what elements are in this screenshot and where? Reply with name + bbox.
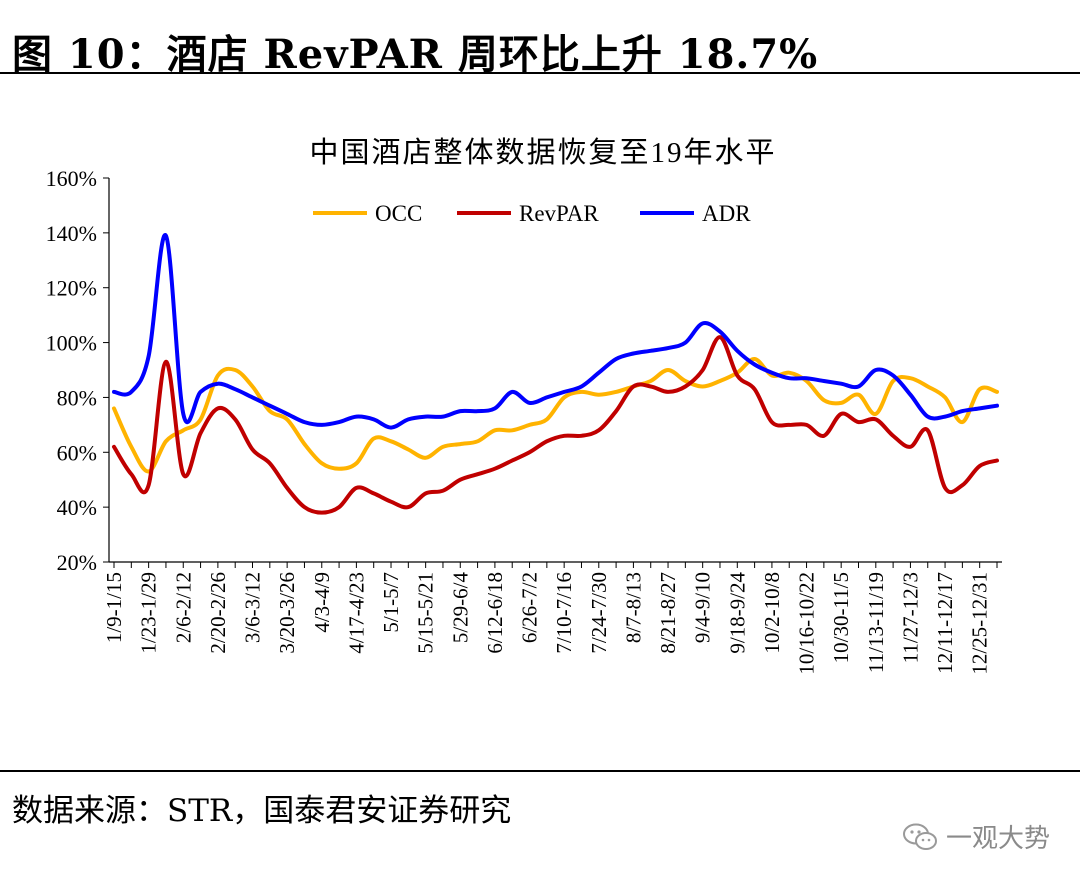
x-tick-label: 3/6-3/12 bbox=[241, 572, 265, 643]
x-tick-label: 3/20-3/26 bbox=[275, 572, 299, 654]
y-tick-label: 20% bbox=[57, 550, 97, 575]
x-tick-label: 2/6-2/12 bbox=[171, 572, 195, 643]
x-tick-label: 11/27-12/3 bbox=[898, 572, 922, 663]
series-line-revpar bbox=[112, 335, 999, 515]
chart-title: 中国酒店整体数据恢复至19年水平 bbox=[309, 136, 776, 169]
x-tick-label: 12/11-12/17 bbox=[933, 572, 957, 674]
y-tick-label: 80% bbox=[57, 385, 97, 410]
y-tick-label: 100% bbox=[46, 331, 97, 356]
x-tick-label: 6/26-7/2 bbox=[518, 572, 542, 643]
x-tick-label: 8/7-8/13 bbox=[621, 572, 645, 643]
y-tick-label: 60% bbox=[57, 440, 97, 465]
x-tick-label: 7/24-7/30 bbox=[587, 572, 611, 654]
x-tick-label: 4/3-4/9 bbox=[310, 572, 334, 633]
x-tick-label: 8/21-8/27 bbox=[656, 572, 680, 654]
legend-label-occ: OCC bbox=[375, 201, 422, 226]
y-tick-label: 160% bbox=[46, 166, 97, 191]
x-tick-label: 9/4-9/10 bbox=[691, 572, 715, 643]
y-tick-label: 120% bbox=[46, 276, 97, 301]
x-tick-label: 11/13-11/19 bbox=[864, 572, 888, 673]
x-tick-label: 10/16-10/22 bbox=[795, 572, 819, 675]
y-tick-label: 40% bbox=[57, 495, 97, 520]
watermark-text: 一观大势 bbox=[945, 824, 1050, 854]
x-tick-label: 5/15-5/21 bbox=[414, 572, 438, 654]
x-tick-label: 7/10-7/16 bbox=[552, 572, 576, 654]
x-tick-label: 9/18-9/24 bbox=[725, 572, 749, 654]
x-tick-label: 12/25-12/31 bbox=[968, 572, 992, 675]
wechat-icon bbox=[902, 823, 937, 850]
x-tick-label: 4/17-4/23 bbox=[344, 572, 368, 654]
figure-title: 图 10：酒店 RevPAR 周环比上升 18.7% bbox=[12, 31, 819, 78]
x-tick-label: 5/1-5/7 bbox=[379, 572, 403, 633]
series-layer bbox=[112, 233, 999, 515]
title-rule bbox=[0, 72, 1080, 74]
x-tick-label: 10/2-10/8 bbox=[760, 572, 784, 654]
x-tick-label: 5/29-6/4 bbox=[448, 572, 472, 644]
source-rule bbox=[0, 770, 1080, 772]
y-tick-label: 140% bbox=[46, 221, 97, 246]
chart-legend: OCC RevPAR ADR bbox=[313, 201, 751, 226]
x-tick-label: 10/30-11/5 bbox=[829, 572, 853, 663]
series-line-occ bbox=[112, 357, 999, 474]
source-note: 数据来源：STR，国泰君安证券研究 bbox=[12, 793, 512, 829]
x-tick-label: 2/20-2/26 bbox=[206, 572, 230, 654]
legend-label-revpar: RevPAR bbox=[519, 201, 599, 226]
watermark: 一观大势 bbox=[902, 818, 1050, 855]
line-chart: 中国酒店整体数据恢复至19年水平 20% 40% 60% 80% 100% 120% 140… bbox=[46, 136, 1002, 675]
x-tick-label: 1/23-1/29 bbox=[137, 572, 161, 654]
x-tick-label: 6/12-6/18 bbox=[483, 572, 507, 654]
legend-label-adr: ADR bbox=[702, 201, 751, 226]
chart-axes: 20% 40% 60% 80% 100% 120% 140% 160% 1/9-1/15 1/23… bbox=[46, 166, 1002, 675]
x-tick-label: 1/9-1/15 bbox=[102, 572, 126, 643]
series-line-adr bbox=[112, 233, 999, 430]
